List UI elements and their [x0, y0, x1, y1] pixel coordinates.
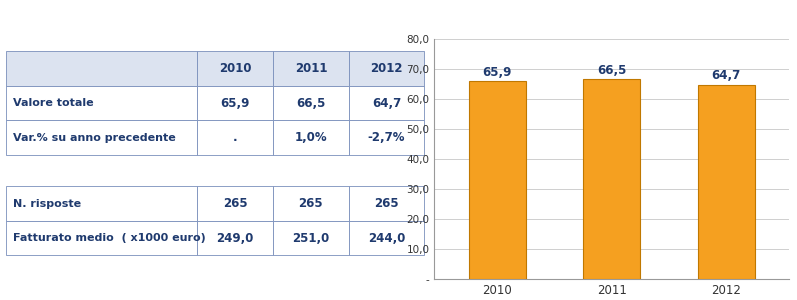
Bar [6, 221, 198, 256]
Bar [469, 81, 526, 279]
Bar [349, 120, 424, 155]
Bar [583, 80, 640, 279]
Text: 265: 265 [374, 197, 398, 210]
Bar [349, 51, 424, 86]
Bar [697, 85, 755, 279]
Text: 2011: 2011 [295, 62, 327, 75]
Text: -2,7%: -2,7% [367, 131, 405, 144]
Bar [349, 221, 424, 256]
Text: .: . [233, 131, 238, 144]
Text: Fatturato globale su campione omogeneo  (milioni di Euro): Fatturato globale su campione omogeneo (… [6, 14, 493, 29]
Bar [6, 86, 198, 120]
Text: 66,5: 66,5 [296, 97, 326, 110]
Text: 64,7: 64,7 [372, 97, 401, 110]
Text: N. risposte: N. risposte [13, 199, 80, 208]
Bar [273, 51, 349, 86]
Text: 2012: 2012 [371, 62, 402, 75]
Bar [198, 120, 273, 155]
Bar [273, 221, 349, 256]
Text: 249,0: 249,0 [217, 232, 254, 245]
Bar [349, 86, 424, 120]
Text: 244,0: 244,0 [367, 232, 405, 245]
Text: 1,0%: 1,0% [295, 131, 328, 144]
Bar [6, 51, 198, 86]
Text: 65,9: 65,9 [221, 97, 250, 110]
Bar [273, 120, 349, 155]
Text: 251,0: 251,0 [292, 232, 329, 245]
Bar [198, 86, 273, 120]
Bar [349, 186, 424, 221]
Bar [6, 120, 198, 155]
Text: 265: 265 [299, 197, 324, 210]
Bar [273, 186, 349, 221]
Bar [198, 51, 273, 86]
Text: 66,5: 66,5 [597, 64, 626, 77]
Bar [198, 186, 273, 221]
Text: 2010: 2010 [219, 62, 252, 75]
Bar [6, 186, 198, 221]
Text: 65,9: 65,9 [483, 66, 512, 79]
Bar [198, 221, 273, 256]
Text: Var.% su anno precedente: Var.% su anno precedente [13, 133, 175, 143]
Text: Fatturato medio  ( x1000 euro): Fatturato medio ( x1000 euro) [13, 233, 206, 243]
Bar [273, 86, 349, 120]
Text: 64,7: 64,7 [712, 69, 740, 82]
Text: 265: 265 [223, 197, 248, 210]
Text: Valore totale: Valore totale [13, 98, 93, 108]
